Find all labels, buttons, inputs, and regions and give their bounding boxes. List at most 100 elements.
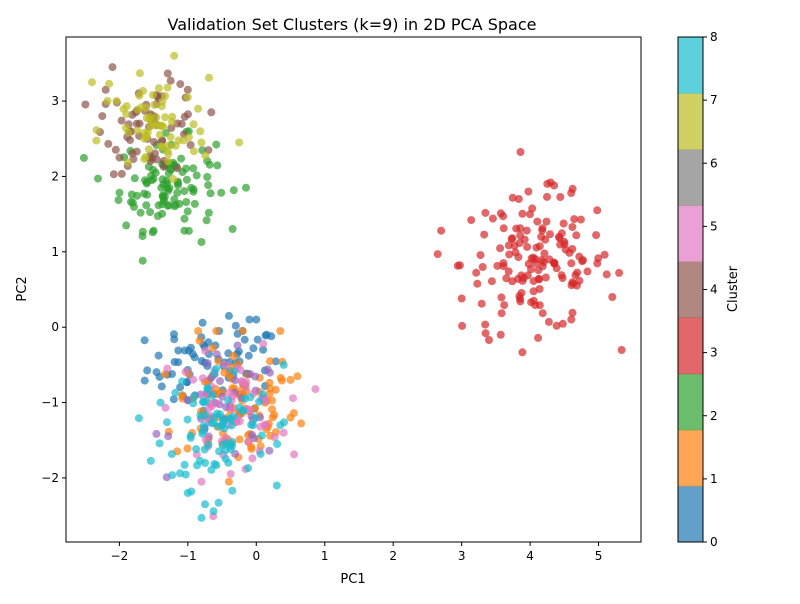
cluster-5-point <box>159 162 168 171</box>
x-tick-label: 5 <box>595 549 603 563</box>
colorbar-tick-label: 4 <box>710 283 718 297</box>
cluster-3-point <box>538 224 547 233</box>
cluster-8-point <box>214 498 223 507</box>
cluster-2-point <box>180 187 189 196</box>
cluster-0-point <box>244 351 253 360</box>
colorbar-tick-label: 2 <box>710 409 718 423</box>
colorbar-tick-label: 6 <box>710 156 718 170</box>
cluster-7-point <box>155 130 164 139</box>
cluster-6-point <box>201 346 210 355</box>
y-tick-label: −2 <box>41 471 59 485</box>
cluster-8-point <box>163 418 171 427</box>
cluster-3-point <box>472 268 481 277</box>
cluster-7-point <box>201 151 210 160</box>
cluster-0-point <box>184 346 193 355</box>
cluster-5-point <box>109 170 118 179</box>
cluster-8-point <box>226 414 235 422</box>
cluster-7-point <box>142 133 151 142</box>
cluster-3-point <box>476 251 485 260</box>
cluster-1-point <box>229 351 238 360</box>
cluster-2-point <box>138 232 147 241</box>
cluster-5-point <box>108 63 117 72</box>
cluster-7-point <box>161 92 170 100</box>
cluster-8-point <box>212 364 221 373</box>
cluster-1-point <box>297 419 306 428</box>
cluster-3-point <box>524 187 533 196</box>
cluster-3-point <box>504 241 513 250</box>
cluster-8-point <box>201 500 209 509</box>
cluster-8-point <box>203 385 212 394</box>
cluster-7-point <box>121 123 130 132</box>
cluster-3-point <box>488 214 497 223</box>
cluster-5-point <box>101 85 110 94</box>
cluster-7-point <box>122 110 131 118</box>
colorbar-label: Cluster <box>726 265 741 312</box>
x-tick-label: 1 <box>321 549 329 563</box>
cluster-7-point <box>166 133 175 141</box>
cluster-1-point <box>266 357 274 366</box>
cluster-3-point <box>519 273 528 282</box>
cluster-7-point <box>205 73 213 82</box>
cluster-2-point <box>190 199 199 208</box>
cluster-0-point <box>168 370 176 378</box>
cluster-7-point <box>92 126 101 135</box>
cluster-3-point <box>572 231 581 240</box>
cluster-8-point <box>240 394 249 403</box>
cluster-3-point <box>575 252 584 261</box>
cluster-5-point <box>98 112 107 121</box>
cluster-7-point <box>112 96 121 105</box>
cluster-1-point <box>208 344 217 352</box>
cluster-0-point <box>152 368 161 377</box>
cluster-3-point <box>615 268 624 277</box>
cluster-6-point <box>198 374 207 383</box>
cluster-8-point <box>247 420 256 429</box>
cluster-0-point <box>154 351 163 360</box>
cluster-3-point <box>496 244 505 253</box>
cluster-8-point <box>207 465 216 474</box>
cluster-7-point <box>133 126 142 135</box>
y-axis-label: PC2 <box>15 276 30 301</box>
colorbar-segment <box>678 93 703 150</box>
cluster-8-point <box>209 507 218 516</box>
cluster-2-point <box>202 216 211 225</box>
cluster-7-point <box>92 136 101 145</box>
cluster-3-point <box>473 279 482 288</box>
cluster-5-point <box>163 69 172 78</box>
cluster-2-point <box>206 189 215 198</box>
cluster-5-point <box>166 76 175 85</box>
cluster-8-point <box>244 464 253 473</box>
cluster-2-point <box>204 181 213 190</box>
cluster-7-point <box>103 97 112 105</box>
cluster-0-point <box>271 357 280 366</box>
cluster-3-point <box>502 274 511 283</box>
cluster-3-point <box>617 346 626 354</box>
x-tick-label: −2 <box>111 549 129 563</box>
cluster-6-point <box>289 394 297 403</box>
cluster-0-point <box>249 344 258 353</box>
cluster-1-point <box>268 396 277 405</box>
cluster-6-point <box>226 470 235 478</box>
cluster-3-point <box>499 224 508 233</box>
colorbar: 0 1 2 3 4 5 6 7 8 <box>677 30 718 549</box>
cluster-6-point <box>262 420 271 429</box>
cluster-5-point <box>167 123 176 132</box>
cluster-7-point <box>141 153 150 161</box>
cluster-0-point <box>234 347 243 356</box>
cluster-3-point <box>481 320 490 329</box>
cluster-8-point <box>214 422 223 431</box>
cluster-1-point <box>251 404 260 413</box>
cluster-3-point <box>516 148 525 156</box>
colorbar-segment <box>678 149 703 206</box>
cluster-8-point <box>134 414 143 423</box>
cluster-6-point <box>270 433 279 442</box>
cluster-2-point <box>189 164 198 173</box>
cluster-4-point <box>212 350 221 359</box>
cluster-2-point <box>142 201 151 210</box>
cluster-3-point <box>532 243 541 252</box>
cluster-3-point <box>552 264 561 273</box>
cluster-0-point <box>157 382 166 391</box>
cluster-7-point <box>179 136 188 145</box>
cluster-3-point <box>565 248 574 257</box>
cluster-2-point <box>153 212 162 220</box>
cluster-7-point <box>105 79 114 88</box>
